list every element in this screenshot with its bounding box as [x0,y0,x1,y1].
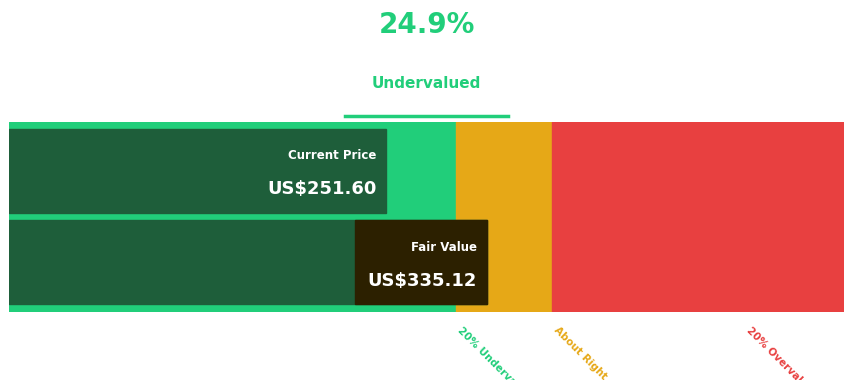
Bar [9,220,486,304]
Bar [551,122,843,312]
Text: Undervalued: Undervalued [371,76,481,91]
Bar [355,220,486,304]
Text: 20% Overvalued: 20% Overvalued [743,325,818,380]
Text: 24.9%: 24.9% [378,11,474,40]
Bar [455,122,551,312]
Text: Fair Value: Fair Value [410,241,476,254]
Text: US$251.60: US$251.60 [267,180,376,198]
Text: Current Price: Current Price [288,149,376,163]
Bar [9,129,386,213]
Bar [9,122,455,312]
Text: 20% Undervalued: 20% Undervalued [455,325,536,380]
Text: About Right: About Right [551,325,608,380]
Text: US$335.12: US$335.12 [367,272,476,290]
